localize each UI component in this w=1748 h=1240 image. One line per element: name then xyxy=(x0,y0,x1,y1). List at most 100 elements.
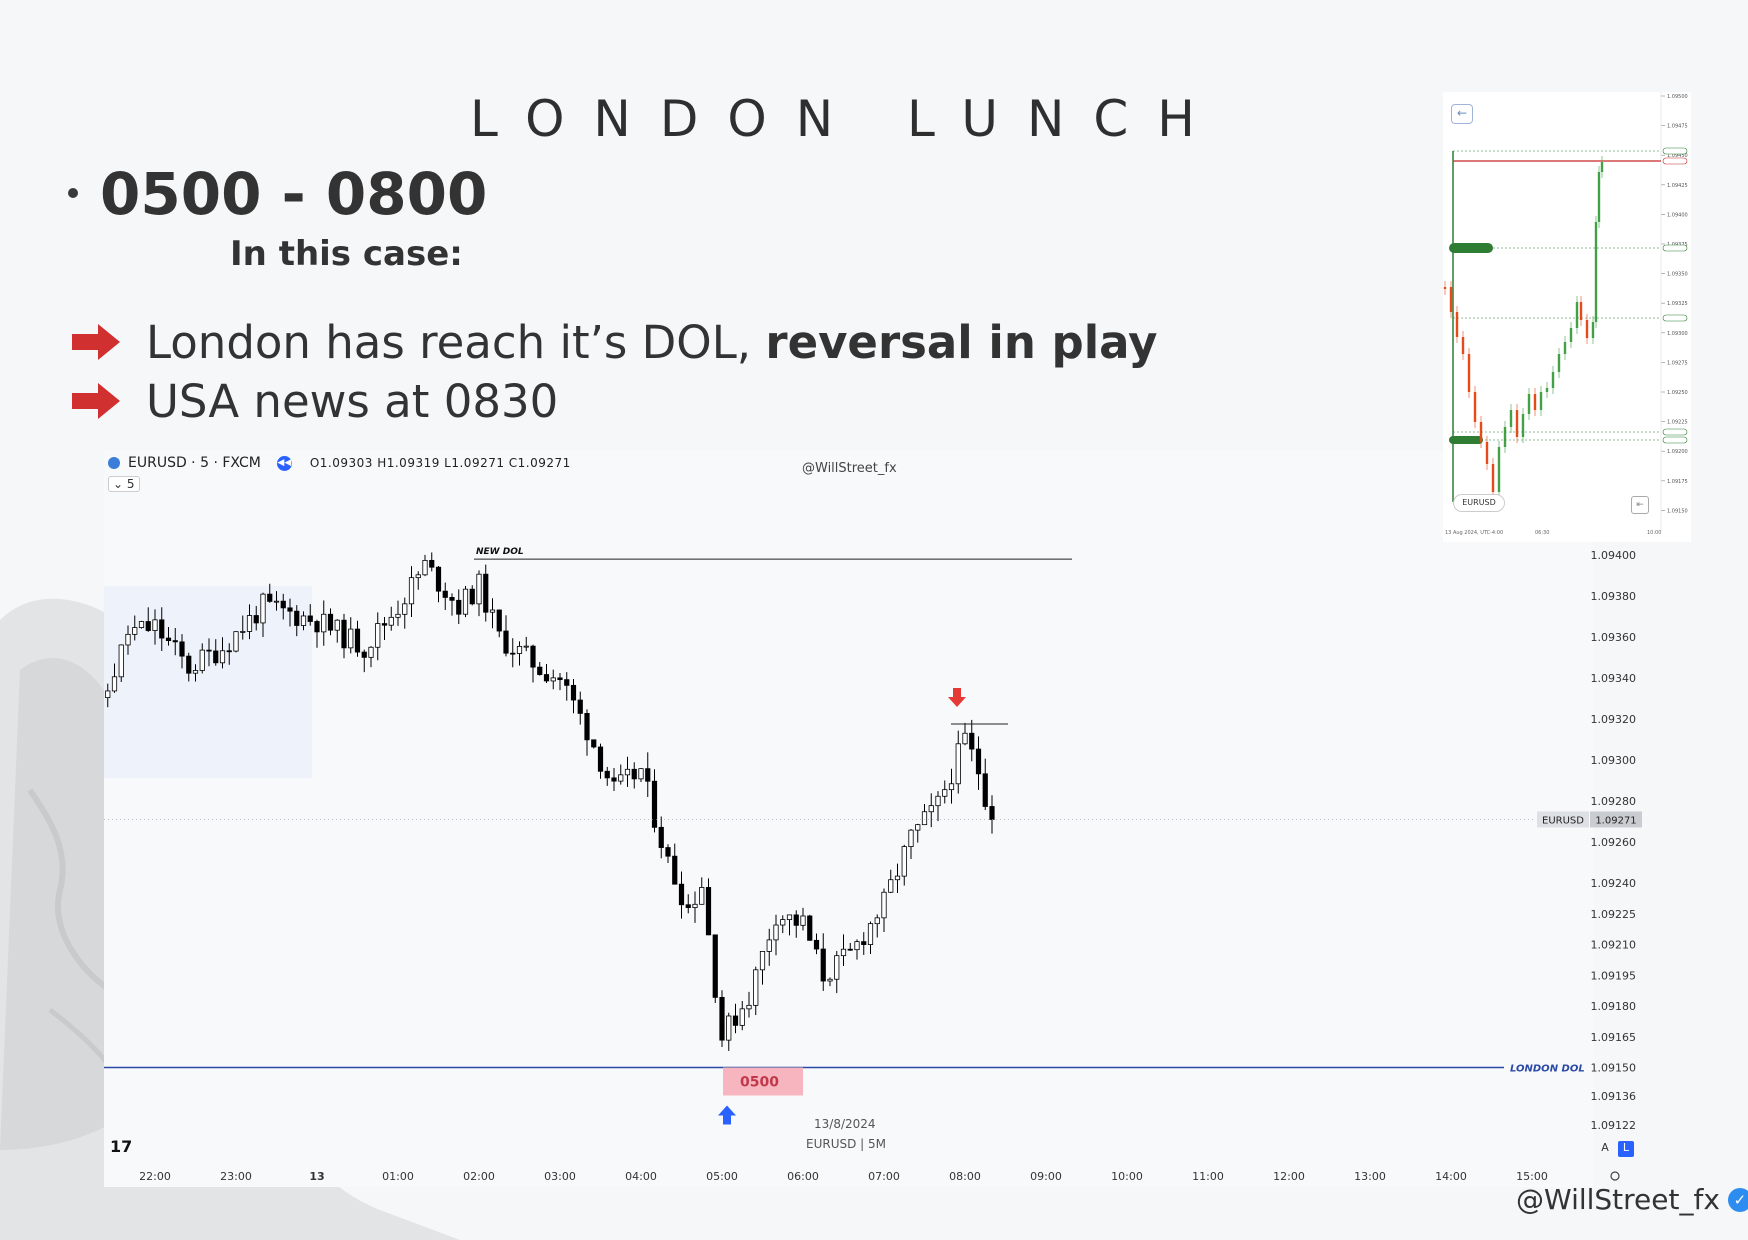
time-range: 0500 - 0800 xyxy=(100,160,488,228)
inset-price-label: 1.09475 xyxy=(1667,124,1688,130)
inset-price-label: 1.09175 xyxy=(1667,479,1688,485)
y-tick-label: 1.09180 xyxy=(1591,1000,1637,1013)
y-tick-label: 1.09122 xyxy=(1591,1119,1637,1132)
point-2-text: USA news at 0830 xyxy=(146,374,559,428)
candle-body xyxy=(415,574,421,579)
symbol-label[interactable]: EURUSD · 5 · FXCM xyxy=(128,455,261,471)
candle-body xyxy=(456,599,462,615)
x-tick-label: 23:00 xyxy=(220,1170,252,1183)
x-tick-label: 04:00 xyxy=(625,1170,657,1183)
candle-body xyxy=(955,743,961,785)
x-tick-label: 09:00 xyxy=(1030,1170,1062,1183)
inset-candle-body xyxy=(1551,372,1555,388)
x-tick-label: 05:00 xyxy=(706,1170,738,1183)
scroll-to-latest-icon[interactable]: ⇤ xyxy=(1631,496,1649,514)
candle-body xyxy=(408,577,415,605)
inset-candle-body xyxy=(1579,302,1583,320)
candle-body xyxy=(800,915,806,926)
inset-level-tag xyxy=(1662,314,1688,322)
y-tick-label: 1.09240 xyxy=(1591,877,1637,890)
candle-body xyxy=(516,645,523,654)
candle-body xyxy=(685,904,691,908)
candle-body xyxy=(989,806,995,820)
candle-body xyxy=(672,855,678,885)
candle-body xyxy=(449,597,455,601)
candle-body xyxy=(152,619,158,631)
candle-body xyxy=(395,613,401,618)
candle-body xyxy=(867,923,874,945)
candle-body xyxy=(881,891,887,919)
inset-time-label: 06:30 xyxy=(1535,530,1550,536)
inset-candle-body xyxy=(1467,354,1471,392)
candle-body xyxy=(597,746,604,772)
candle-body xyxy=(307,615,313,622)
candle-body xyxy=(159,619,165,639)
candle-body xyxy=(503,630,509,654)
inset-candle-body xyxy=(1515,410,1519,437)
inset-position-tag xyxy=(1449,436,1483,444)
chart-watermark: @WillStreet_fx xyxy=(802,461,897,476)
candle-body xyxy=(138,621,145,628)
inset-symbol[interactable]: EURUSD xyxy=(1453,494,1505,512)
candle-body xyxy=(888,879,894,893)
inset-candle-body xyxy=(1449,287,1453,312)
inset-price-label: 1.09400 xyxy=(1667,212,1688,218)
buy-arrow-icon xyxy=(718,1105,736,1125)
slide-title: LONDON LUNCH xyxy=(470,90,1224,148)
candle-body xyxy=(570,684,577,701)
candle-body xyxy=(435,566,442,592)
footer-date: 13/8/2024 xyxy=(814,1117,876,1131)
candle-body xyxy=(618,774,624,782)
inset-candle-body xyxy=(1575,302,1579,328)
candle-body xyxy=(179,641,185,657)
candle-body xyxy=(854,941,860,951)
inset-candle-body xyxy=(1473,392,1477,422)
candle-body xyxy=(942,789,948,797)
inset-candle-body xyxy=(1597,172,1601,222)
candle-body xyxy=(699,887,705,905)
x-tick-label: 07:00 xyxy=(868,1170,900,1183)
inset-level-tag xyxy=(1662,436,1688,444)
candle-body xyxy=(192,670,199,674)
candle-body xyxy=(786,914,793,920)
candle-body xyxy=(172,640,178,643)
handle-text: @WillStreet_fx xyxy=(1516,1183,1720,1216)
candle-body xyxy=(935,795,941,807)
back-arrow-icon[interactable]: ← xyxy=(1451,104,1473,124)
candle-body xyxy=(442,590,448,598)
candle-body xyxy=(280,600,286,609)
auto-scale-button[interactable]: A xyxy=(1601,1141,1609,1154)
x-tick-label: 06:00 xyxy=(787,1170,819,1183)
inset-candle-body xyxy=(1485,442,1489,464)
inset-candle-body xyxy=(1443,287,1447,289)
log-scale-button[interactable]: L xyxy=(1618,1141,1634,1157)
candle-body xyxy=(300,615,307,626)
inset-candle-body xyxy=(1591,322,1595,338)
x-tick-label: 01:00 xyxy=(382,1170,414,1183)
candle-body xyxy=(199,649,205,671)
inset-candle-body xyxy=(1527,394,1531,414)
candle-body xyxy=(780,919,786,926)
tradingview-logo-icon[interactable]: 17 xyxy=(110,1137,133,1156)
inset-candle-body xyxy=(1521,414,1525,437)
ohlc-readout: O1.09303 H1.09319 L1.09271 C1.09271 xyxy=(309,456,571,470)
sell-arrow-icon xyxy=(948,688,966,708)
chart-canvas[interactable]: 1.09400 1.09380 1.09360 1.09340 1.09320 1.093… xyxy=(104,451,1664,1187)
candle-body xyxy=(381,623,388,626)
candle-body xyxy=(233,631,239,652)
candle-body xyxy=(327,613,334,631)
settings-gear-icon[interactable] xyxy=(1610,1171,1620,1181)
candle-body xyxy=(584,713,590,741)
inset-candle-body xyxy=(1594,222,1598,322)
candle-body xyxy=(260,593,266,624)
candle-body xyxy=(321,613,327,633)
candle-body xyxy=(719,996,725,1041)
inset-candle-body xyxy=(1569,328,1573,342)
candle-body xyxy=(314,621,320,633)
interval-collapse-button[interactable]: ⌄ 5 xyxy=(108,476,140,492)
main-chart[interactable]: 1.09400 1.09380 1.09360 1.09340 1.09320 1.093… xyxy=(104,451,1664,1187)
candle-body xyxy=(489,609,496,613)
candle-body xyxy=(732,1015,739,1026)
inset-chart[interactable]: 1.09500 1.09475 1.09450 1.09425 1.09400 1.093… xyxy=(1443,92,1691,542)
replay-icon[interactable]: ◀◀ xyxy=(276,455,292,471)
